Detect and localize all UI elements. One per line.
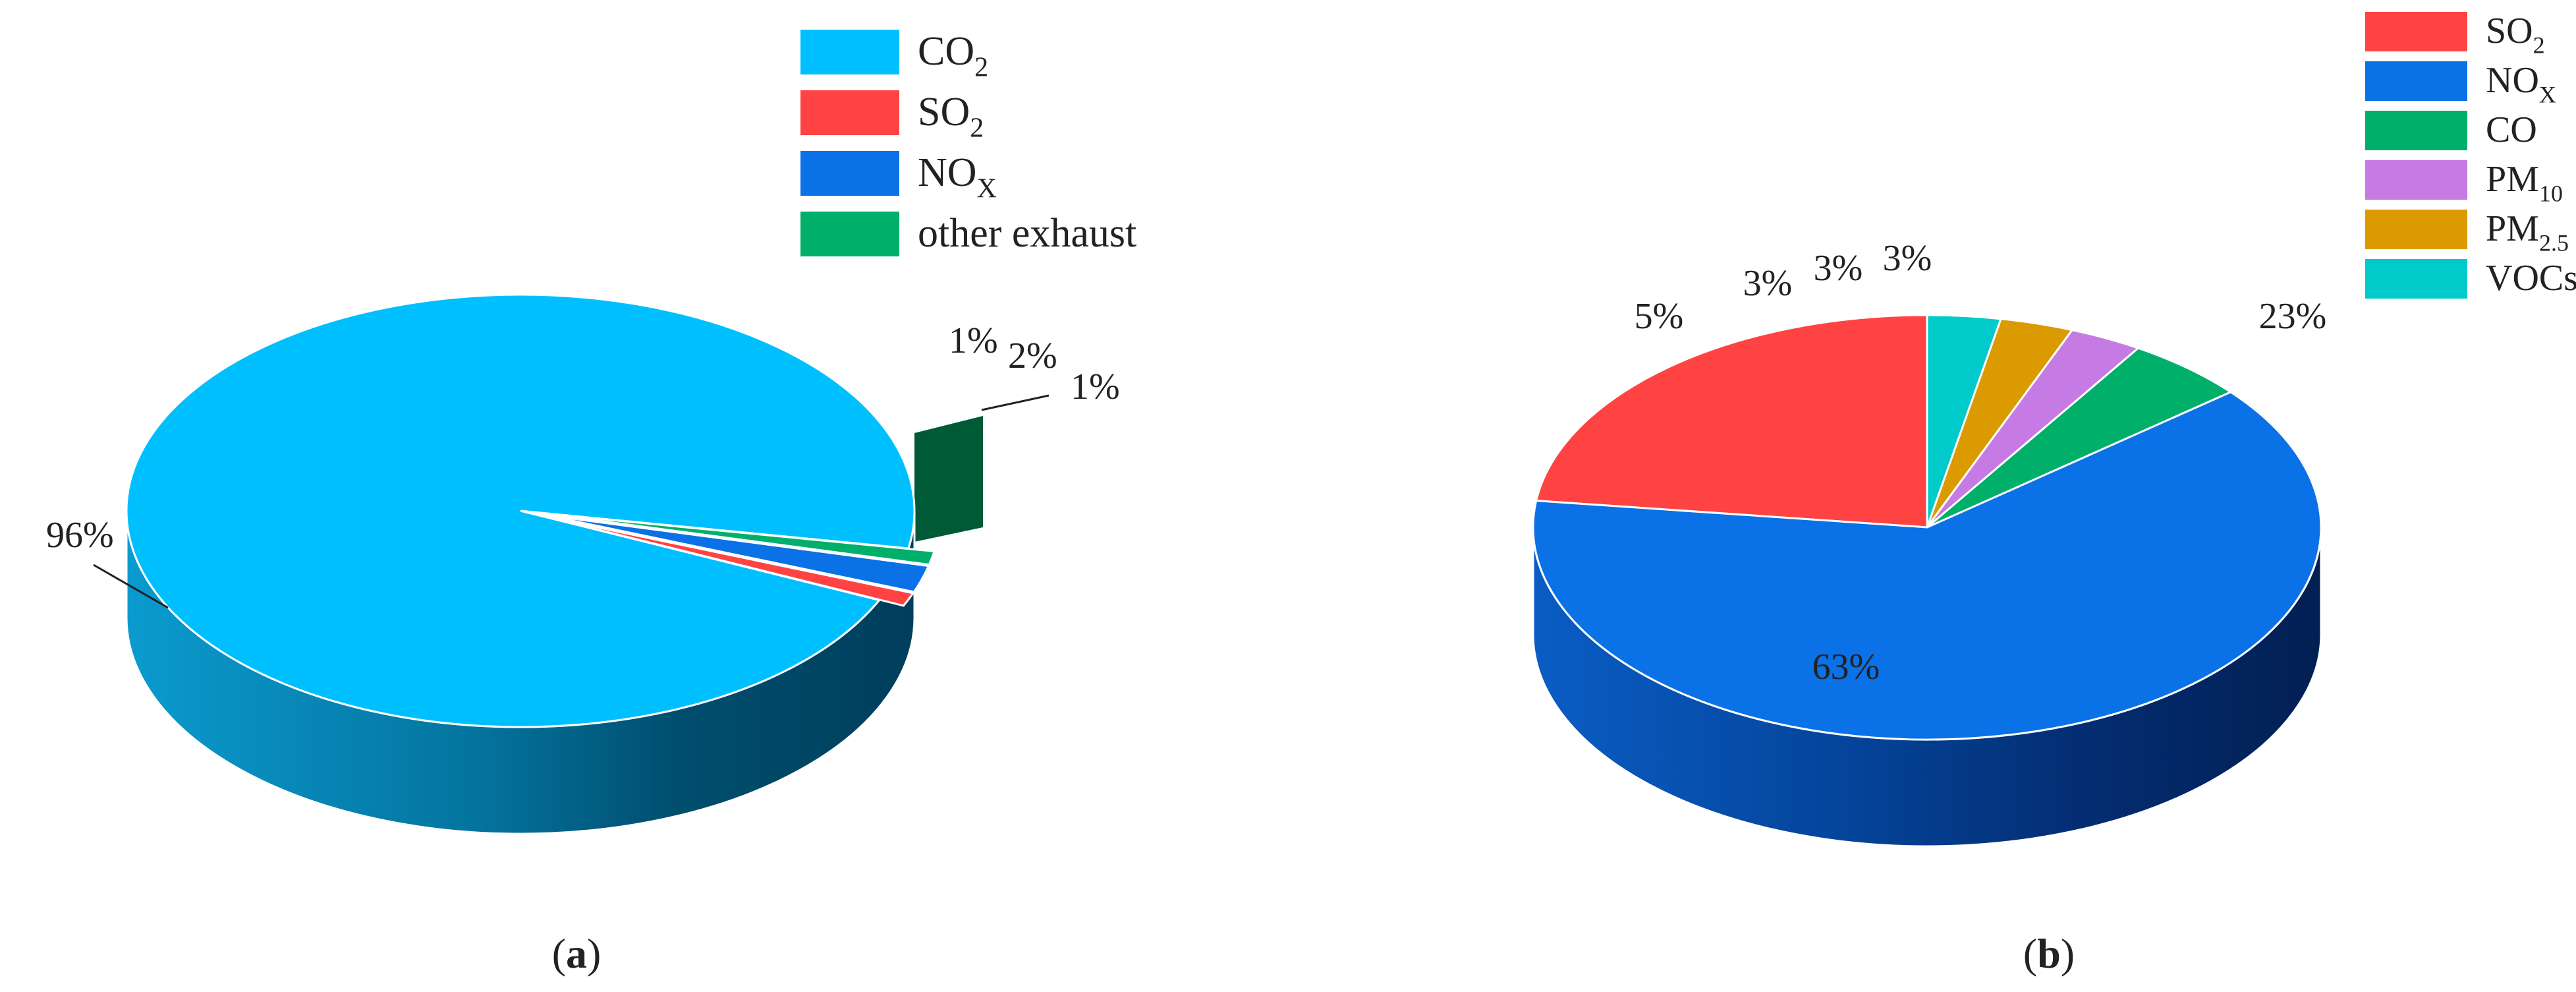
chart-b-legend-swatch <box>2365 210 2467 249</box>
chart-a-legend-swatch <box>800 151 899 196</box>
chart-a-slice-so2 <box>544 515 915 607</box>
chart-a-legend-label: CO2 <box>918 29 988 82</box>
chart-b-legend-swatch <box>2365 160 2467 200</box>
chart-b-legend-label: SO2 <box>2486 11 2545 59</box>
chart-b-legend-label: VOCs <box>2486 258 2576 299</box>
chart-b-legend-swatch <box>2365 12 2467 51</box>
chart-b-slice-nox <box>1532 391 2322 741</box>
chart-a-value-label: 96% <box>46 515 114 556</box>
chart-a-legend-label: NOX <box>918 150 997 204</box>
chart-a-slice-nox <box>545 514 930 593</box>
chart-a-legend-label: other exhaust <box>918 211 1136 256</box>
panel-label-b: (b) <box>2023 930 2075 977</box>
chart-a-legend-swatch <box>800 90 899 135</box>
panel-label-a: (a) <box>552 930 602 977</box>
chart-a-leader-1b <box>981 394 1050 411</box>
chart-b-legend-label: PM2.5 <box>2486 208 2569 256</box>
chart-b-value-label: 23% <box>2259 296 2327 337</box>
chart-b-value-label: 3% <box>1883 238 1932 279</box>
chart-b-legend-label: PM10 <box>2486 159 2563 207</box>
chart-a-legend-swatch <box>800 212 899 256</box>
chart-b-legend-label: CO <box>2486 109 2537 150</box>
chart-b-value-label: 3% <box>1743 263 1793 304</box>
chart-a-value-label: 1% <box>1071 366 1120 407</box>
chart-a-value-label: 2% <box>1008 336 1057 376</box>
chart-b-value-label: 63% <box>1812 647 1880 687</box>
chart-a-slice-other-exhaust <box>546 512 936 566</box>
chart-b-slice-so2 <box>1534 314 1928 529</box>
chart-b-value-label: 5% <box>1635 296 1684 337</box>
chart-a-legend: CO2 SO2 NOX other exhaust <box>800 29 1136 256</box>
chart-b-slice-co <box>1926 347 2233 529</box>
chart-b-slice-vocs <box>1926 314 2003 528</box>
chart-b-legend-swatch <box>2365 259 2467 299</box>
chart-b-legend-swatch <box>2365 61 2467 101</box>
chart-a-legend-swatch <box>800 30 899 74</box>
chart-a-leader-96 <box>93 564 169 609</box>
chart-b-legend-label: NOX <box>2486 60 2556 108</box>
chart-a-legend-label: SO2 <box>918 90 984 143</box>
chart-b-legend-swatch <box>2365 111 2467 150</box>
chart-a-slice-side-wall <box>914 416 983 542</box>
chart-a-value-label: 1% <box>949 320 998 361</box>
chart-b-value-label: 3% <box>1814 248 1863 289</box>
chart-a-slice-co2 <box>125 293 916 728</box>
